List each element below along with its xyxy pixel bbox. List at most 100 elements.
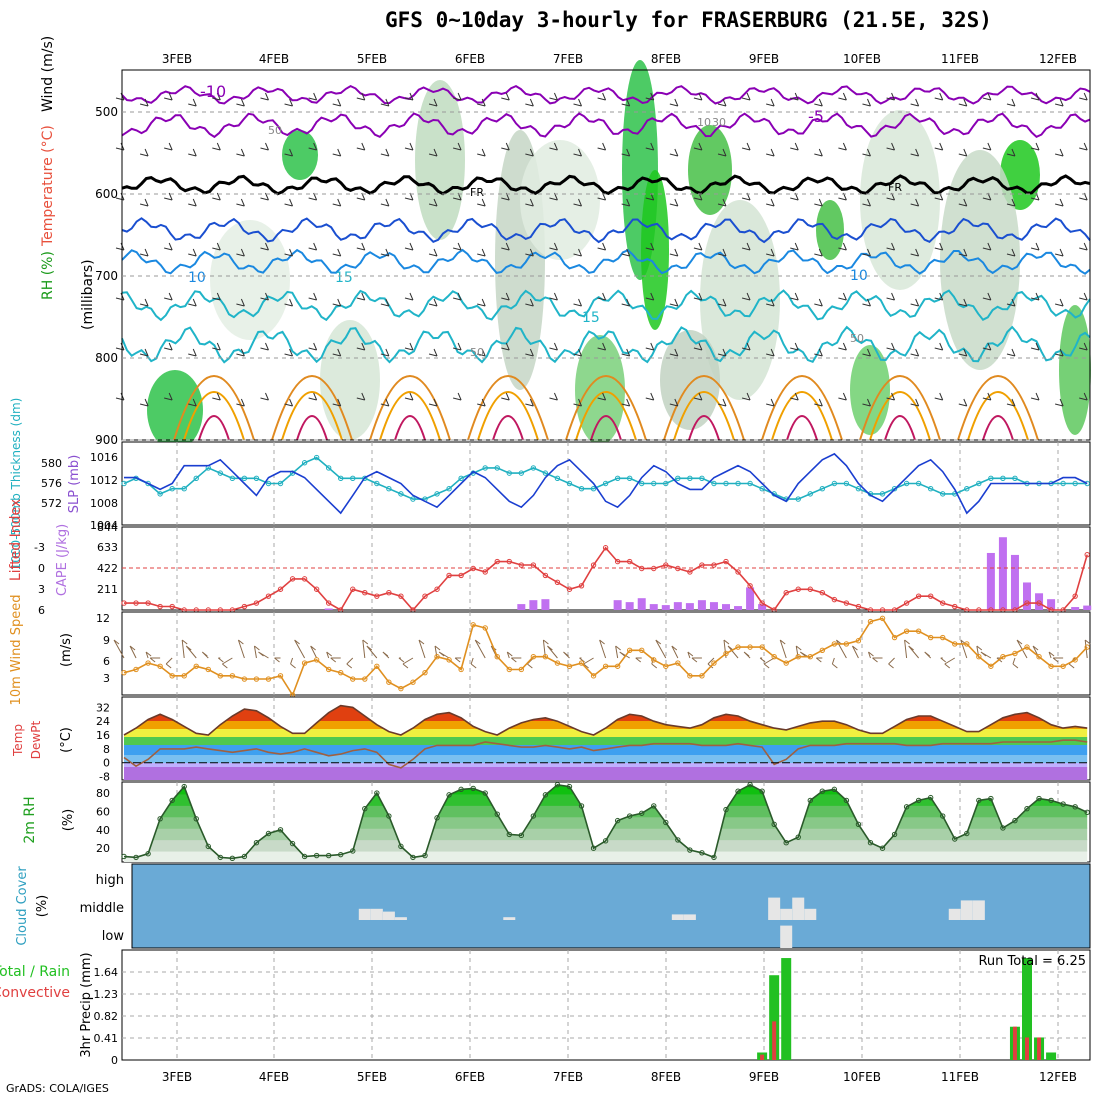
y-tick: 0 (111, 1054, 118, 1067)
thickness-line-point (675, 475, 681, 482)
cloud-bar (382, 911, 395, 920)
rh-line-point (879, 845, 886, 851)
cape-bar (613, 600, 622, 610)
thickness-line-point (169, 485, 175, 492)
contour-label: -10 (200, 82, 226, 101)
wind-barb (766, 298, 775, 307)
wind-barb (741, 342, 751, 351)
wind-barb (477, 398, 486, 407)
left-tick: 3 (38, 583, 45, 596)
wind-speed-line-point (422, 669, 428, 676)
y-tick: 80 (96, 787, 110, 800)
y-tick: 20 (96, 842, 110, 855)
wind-barb (310, 645, 318, 659)
rh-line-point (217, 854, 224, 861)
thickness-line-point (277, 480, 284, 487)
wind-barb (766, 348, 775, 357)
wind-barb (260, 92, 269, 101)
wind-speed-line-point (735, 644, 741, 650)
wind-barb (330, 657, 341, 663)
wind-speed-line-point (350, 676, 356, 682)
wind-speed-line-point (301, 660, 308, 666)
rh-line-point (434, 815, 440, 821)
right-tick: 633 (97, 541, 118, 554)
day-label-top: 9FEB (749, 52, 779, 66)
y-tick-label: 700 (95, 269, 118, 283)
wind-barb (188, 98, 197, 107)
isotherm-arc (198, 415, 230, 441)
wind-barb (139, 98, 149, 107)
wind-barb (838, 342, 847, 351)
wind-barb (982, 392, 992, 401)
lifted-index-line-point (1036, 600, 1042, 606)
wind-speed-line-point (542, 653, 549, 660)
panel-ylabel: (%) (61, 809, 76, 832)
day-label-bottom: 11FEB (941, 1070, 979, 1084)
wind-barb (326, 651, 332, 659)
thickness-line-point (843, 480, 850, 487)
thickness-line-point (374, 480, 380, 487)
contour-label: 50 (850, 332, 864, 345)
wind-barb (308, 242, 318, 251)
rh-line-point (675, 837, 681, 843)
wind-barb (908, 645, 920, 659)
day-label-top: 10FEB (843, 52, 881, 66)
wind-speed-line-point (795, 653, 801, 660)
wind-speed-line-point (1072, 657, 1078, 663)
left-tick: -3 (34, 541, 45, 554)
cloud-panel: high middle low Cloud Cover (%) (15, 863, 1091, 949)
y-tick: 0.41 (94, 1032, 119, 1045)
lifted-index-line-point (530, 562, 537, 568)
isotherm-arc (565, 375, 647, 441)
y-tick: 16 (96, 729, 110, 742)
wind-barb (814, 398, 823, 407)
wind-barb (1006, 398, 1016, 407)
rh-line-point (578, 803, 585, 809)
contour-label: FR (888, 181, 902, 194)
thickness-line-point (602, 480, 609, 487)
precip-conv-bar (772, 1021, 777, 1060)
temp-band (124, 729, 1088, 737)
isotherm-arc (467, 375, 549, 441)
wind-barb (888, 657, 895, 669)
rh-line-point (927, 794, 934, 801)
wind-barb (139, 248, 149, 257)
panel-ylabel: Temp (11, 724, 25, 757)
cloud-bar (780, 925, 793, 948)
thickness-line-point (723, 480, 729, 487)
rh-line-point (542, 792, 549, 798)
wind-barb (501, 142, 510, 151)
lifted-index-line-point (663, 562, 669, 568)
thickness-line-point (241, 475, 248, 482)
wind-barb (669, 348, 679, 357)
wind-barb (212, 92, 221, 101)
wind-speed-line-point (277, 673, 284, 679)
precip-label-total: Total / Rain (0, 964, 70, 980)
rh-line-point (121, 853, 127, 860)
wind-barb (862, 248, 871, 257)
cloud-bar (972, 900, 985, 920)
wind-barb (669, 248, 679, 257)
thickness-line-point (711, 480, 717, 487)
ylabel-part: Temperature (°C) (40, 125, 56, 247)
footer-credit: GrADS: COLA/IGES (6, 1082, 109, 1095)
thickness-line-point (759, 485, 765, 492)
panel-ylabel: 2m RH (22, 796, 38, 843)
rh-line-point (229, 855, 236, 862)
wind-barb (573, 298, 582, 307)
cape-bar (661, 605, 670, 610)
lifted-index-line-point (759, 600, 765, 606)
wind-barb (452, 142, 462, 151)
wind-speed-line-point (446, 657, 452, 663)
wind-barb (139, 198, 149, 207)
rh-shade (320, 320, 380, 440)
thickness-line-point (530, 465, 537, 471)
thickness-line-point (253, 475, 260, 482)
wind-barb (356, 392, 366, 401)
wind-speed-line-point (831, 641, 838, 647)
thickness-line-point (542, 470, 549, 476)
precip-total-bar (1046, 1052, 1057, 1060)
wind-barb (129, 645, 137, 659)
wind-barb (477, 98, 486, 107)
